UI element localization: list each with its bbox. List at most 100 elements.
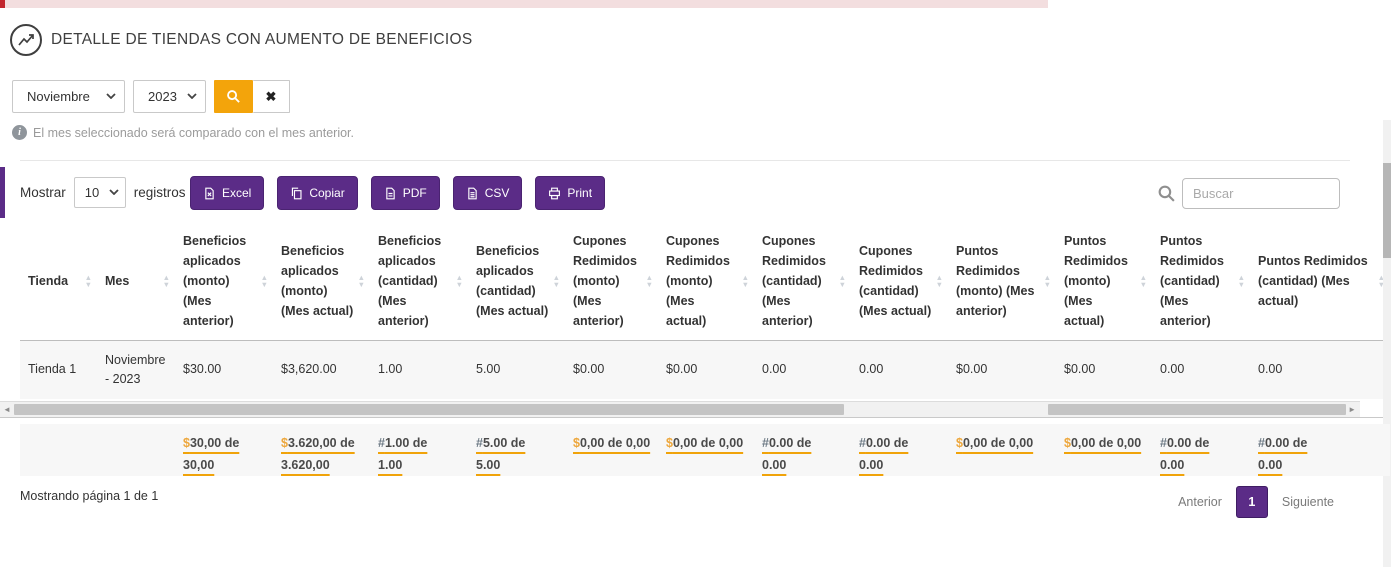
sort-icon: ▲ ▼: [552, 273, 560, 289]
prefix-symbol: $: [1064, 436, 1071, 450]
column-title: Puntos Redimidos (monto) (Mes anterior): [956, 244, 1035, 318]
scroll-right-icon[interactable]: ►: [1348, 405, 1356, 414]
total-line: 0.00: [859, 458, 884, 472]
column-title: Puntos Redimidos (cantidad) (Mes anterio…: [1160, 234, 1224, 328]
sort-icon: ▲ ▼: [260, 273, 268, 289]
month-select[interactable]: Noviembre: [12, 80, 125, 113]
button-label: PDF: [402, 186, 427, 200]
total-line: 0.00 de: [865, 436, 909, 450]
export-print-button[interactable]: Print: [535, 176, 606, 210]
clear-filter-button[interactable]: ✖: [253, 80, 290, 113]
search-icon: [226, 89, 241, 104]
cell-tienda: Tienda 1: [28, 362, 77, 377]
page-length-select[interactable]: 10: [73, 177, 126, 208]
column-header-tienda[interactable]: Tienda ▲ ▼: [20, 222, 97, 341]
prefix-symbol: $: [666, 436, 673, 450]
total-link[interactable]: $0,00 de 0,00: [956, 436, 1033, 450]
vertical-scrollbar: [1383, 120, 1391, 567]
export-excel-button[interactable]: Excel: [190, 176, 265, 210]
pdf-file-icon: [384, 187, 397, 200]
current-page-button[interactable]: 1: [1235, 486, 1268, 518]
total-line: 0.00 de: [1166, 436, 1210, 450]
chart-line-icon: [10, 24, 42, 56]
button-label: Copiar: [309, 186, 345, 200]
column-header-beneficios-cantidad-actual[interactable]: Beneficios aplicados (cantidad) (Mes act…: [468, 222, 565, 341]
column-header-cupones-monto-actual[interactable]: Cupones Redimidos (monto) (Mes actual) ▲ ▼: [658, 222, 754, 341]
copy-icon: [290, 187, 303, 200]
column-header-beneficios-cantidad-anterior[interactable]: Beneficios aplicados (cantidad) (Mes ant…: [370, 222, 468, 341]
export-csv-button[interactable]: CSV: [452, 176, 523, 210]
apply-filter-button[interactable]: [214, 80, 253, 113]
cell-value: $3,620.00: [281, 362, 337, 377]
data-table: Tienda ▲ ▼ Mes ▲ ▼ Beneficios aplicados (mon…: [20, 222, 1390, 399]
cell-value: 1.00: [378, 362, 403, 377]
total-line: 0.00: [1160, 458, 1185, 472]
total-link[interactable]: #0.00 de 0.00: [762, 436, 811, 472]
year-select[interactable]: 2023: [133, 80, 206, 113]
total-link[interactable]: $30,00 de 30,00: [183, 436, 239, 472]
export-pdf-button[interactable]: PDF: [370, 176, 440, 210]
search-input[interactable]: [1182, 178, 1340, 209]
next-page-button[interactable]: Siguiente: [1281, 495, 1334, 509]
export-copy-button[interactable]: Copiar: [277, 176, 358, 210]
column-header-mes[interactable]: Mes ▲ ▼: [97, 222, 175, 341]
divider: [0, 417, 1391, 418]
sort-icon: ▲ ▼: [1043, 273, 1051, 289]
scrollbar-thumb[interactable]: [14, 404, 844, 415]
column-header-puntos-cantidad-actual[interactable]: Puntos Redimidos (cantidad) (Mes actual)…: [1250, 222, 1390, 341]
scrollbar-thumb[interactable]: [1048, 404, 1346, 415]
prefix-symbol: #: [1160, 436, 1167, 450]
total-line: 0,00 de 0,00: [672, 436, 744, 450]
total-link[interactable]: #5.00 de 5.00: [476, 436, 525, 472]
column-header-beneficios-monto-actual[interactable]: Beneficios aplicados (monto) (Mes actual…: [273, 222, 370, 341]
show-label: Mostrar: [20, 185, 66, 200]
total-line: 0.00 de: [768, 436, 812, 450]
prefix-symbol: $: [956, 436, 963, 450]
column-header-puntos-monto-actual[interactable]: Puntos Redimidos (monto) (Mes actual) ▲ ▼: [1056, 222, 1152, 341]
cell-value: 0.00: [762, 362, 787, 377]
search-icon: [1157, 184, 1176, 203]
pagination: Anterior 1 Siguiente: [1178, 486, 1334, 518]
column-header-puntos-monto-anterior[interactable]: Puntos Redimidos (monto) (Mes anterior) ▲…: [948, 222, 1056, 341]
total-line: 5.00 de: [482, 436, 526, 450]
print-icon: [548, 187, 561, 200]
cell-value: 5.00: [476, 362, 501, 377]
column-header-cupones-cantidad-actual[interactable]: Cupones Redimidos (cantidad) (Mes actual…: [851, 222, 948, 341]
total-link[interactable]: $0,00 de 0,00: [666, 436, 743, 450]
total-line: 1.00 de: [384, 436, 428, 450]
total-link[interactable]: $0,00 de 0,00: [573, 436, 650, 450]
button-label: Excel: [222, 186, 252, 200]
scroll-left-icon[interactable]: ◄: [3, 405, 11, 414]
cell-value: 0.00: [1258, 362, 1283, 377]
total-link[interactable]: #0.00 de 0.00: [1160, 436, 1209, 472]
column-title: Puntos Redimidos (monto) (Mes actual): [1064, 234, 1128, 328]
total-link[interactable]: $3.620,00 de 3.620,00: [281, 436, 355, 472]
column-header-cupones-monto-anterior[interactable]: Cupones Redimidos (monto) (Mes anterior)…: [565, 222, 658, 341]
total-link[interactable]: #0.00 de 0.00: [1258, 436, 1307, 472]
sort-icon: ▲ ▼: [1139, 273, 1147, 289]
sort-icon: ▲ ▼: [84, 273, 92, 289]
info-icon: i: [12, 125, 27, 140]
column-header-beneficios-monto-anterior[interactable]: Beneficios aplicados (monto) (Mes anteri…: [175, 222, 273, 341]
sort-icon: ▲ ▼: [455, 273, 463, 289]
total-link[interactable]: $0,00 de 0,00: [1064, 436, 1141, 450]
column-title: Beneficios aplicados (monto) (Mes actual…: [281, 244, 354, 318]
header-row: Tienda ▲ ▼ Mes ▲ ▼ Beneficios aplicados (mon…: [20, 222, 1390, 341]
column-header-cupones-cantidad-anterior[interactable]: Cupones Redimidos (cantidad) (Mes anteri…: [754, 222, 851, 341]
filter-bar: Noviembre 2023 ✖: [12, 80, 290, 113]
total-link[interactable]: #1.00 de 1.00: [378, 436, 427, 472]
previous-page-button[interactable]: Anterior: [1178, 495, 1222, 509]
total-link[interactable]: #0.00 de 0.00: [859, 436, 908, 472]
column-title: Beneficios aplicados (cantidad) (Mes act…: [476, 244, 549, 318]
prefix-symbol: $: [183, 436, 190, 450]
info-note: i El mes seleccionado será comparado con…: [12, 125, 354, 140]
records-label: registros: [133, 185, 186, 200]
table-row: Tienda 1 Noviembre - 2023 $30.00 $3,620.…: [20, 340, 1390, 399]
pagination-summary: Mostrando página 1 de 1: [20, 489, 159, 503]
total-line: 0,00 de 0,00: [579, 436, 651, 450]
sort-icon: ▲ ▼: [1377, 273, 1385, 289]
column-header-puntos-cantidad-anterior[interactable]: Puntos Redimidos (cantidad) (Mes anterio…: [1152, 222, 1250, 341]
column-title: Cupones Redimidos (cantidad) (Mes anteri…: [762, 234, 826, 328]
column-title: Beneficios aplicados (cantidad) (Mes ant…: [378, 234, 442, 328]
scrollbar-thumb[interactable]: [1383, 163, 1391, 258]
